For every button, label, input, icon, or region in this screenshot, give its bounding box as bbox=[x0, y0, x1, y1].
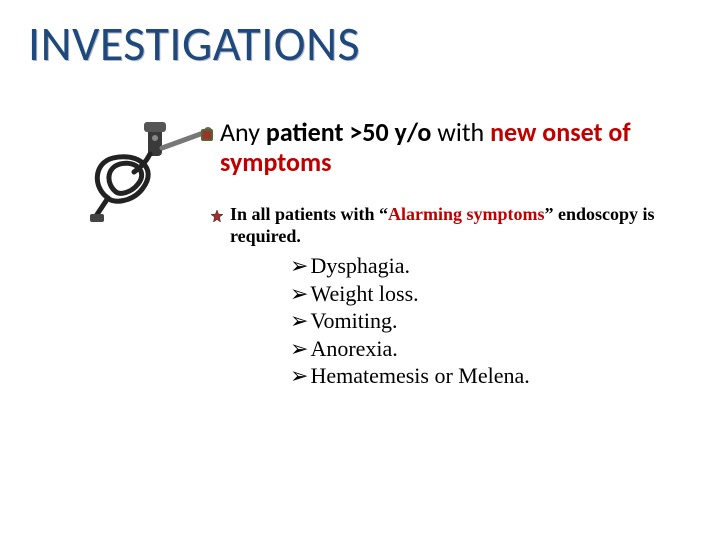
chevron-icon: ➢ bbox=[290, 308, 308, 333]
slide: INVESTIGATIONS Any patient >50 y/ bbox=[0, 0, 720, 540]
list-item: ➢Weight loss. bbox=[290, 280, 530, 308]
chevron-icon: ➢ bbox=[290, 336, 308, 361]
list-item: ➢Vomiting. bbox=[290, 307, 530, 335]
bullet-icon bbox=[200, 128, 214, 147]
chevron-icon: ➢ bbox=[290, 253, 308, 278]
slide-title: INVESTIGATIONS bbox=[28, 14, 360, 73]
list-item-label: Dysphagia. bbox=[310, 253, 410, 278]
list-item: ➢Anorexia. bbox=[290, 335, 530, 363]
list-item: ➢Dysphagia. bbox=[290, 252, 530, 280]
list-item-label: Vomiting. bbox=[310, 308, 397, 333]
list-item-label: Hematemesis or Melena. bbox=[310, 363, 529, 388]
list-item-label: Anorexia. bbox=[310, 336, 397, 361]
text: with bbox=[431, 116, 490, 148]
text: In all patients with “ bbox=[230, 204, 388, 224]
text-bold: patient >50 y/o bbox=[266, 116, 432, 148]
bullet-secondary: In all patients with “Alarming symptoms”… bbox=[230, 204, 690, 247]
list-item-label: Weight loss. bbox=[310, 281, 418, 306]
chevron-icon: ➢ bbox=[290, 363, 308, 388]
text-red: Alarming symptoms bbox=[388, 204, 545, 224]
text: Any bbox=[220, 116, 266, 148]
list-item: ➢Hematemesis or Melena. bbox=[290, 362, 530, 390]
endoscope-image bbox=[88, 118, 218, 228]
bullet-primary: Any patient >50 y/o with new onset of sy… bbox=[220, 118, 680, 178]
chevron-icon: ➢ bbox=[290, 281, 308, 306]
bullet-icon bbox=[211, 209, 223, 227]
symptom-list: ➢Dysphagia. ➢Weight loss. ➢Vomiting. ➢An… bbox=[290, 252, 530, 390]
